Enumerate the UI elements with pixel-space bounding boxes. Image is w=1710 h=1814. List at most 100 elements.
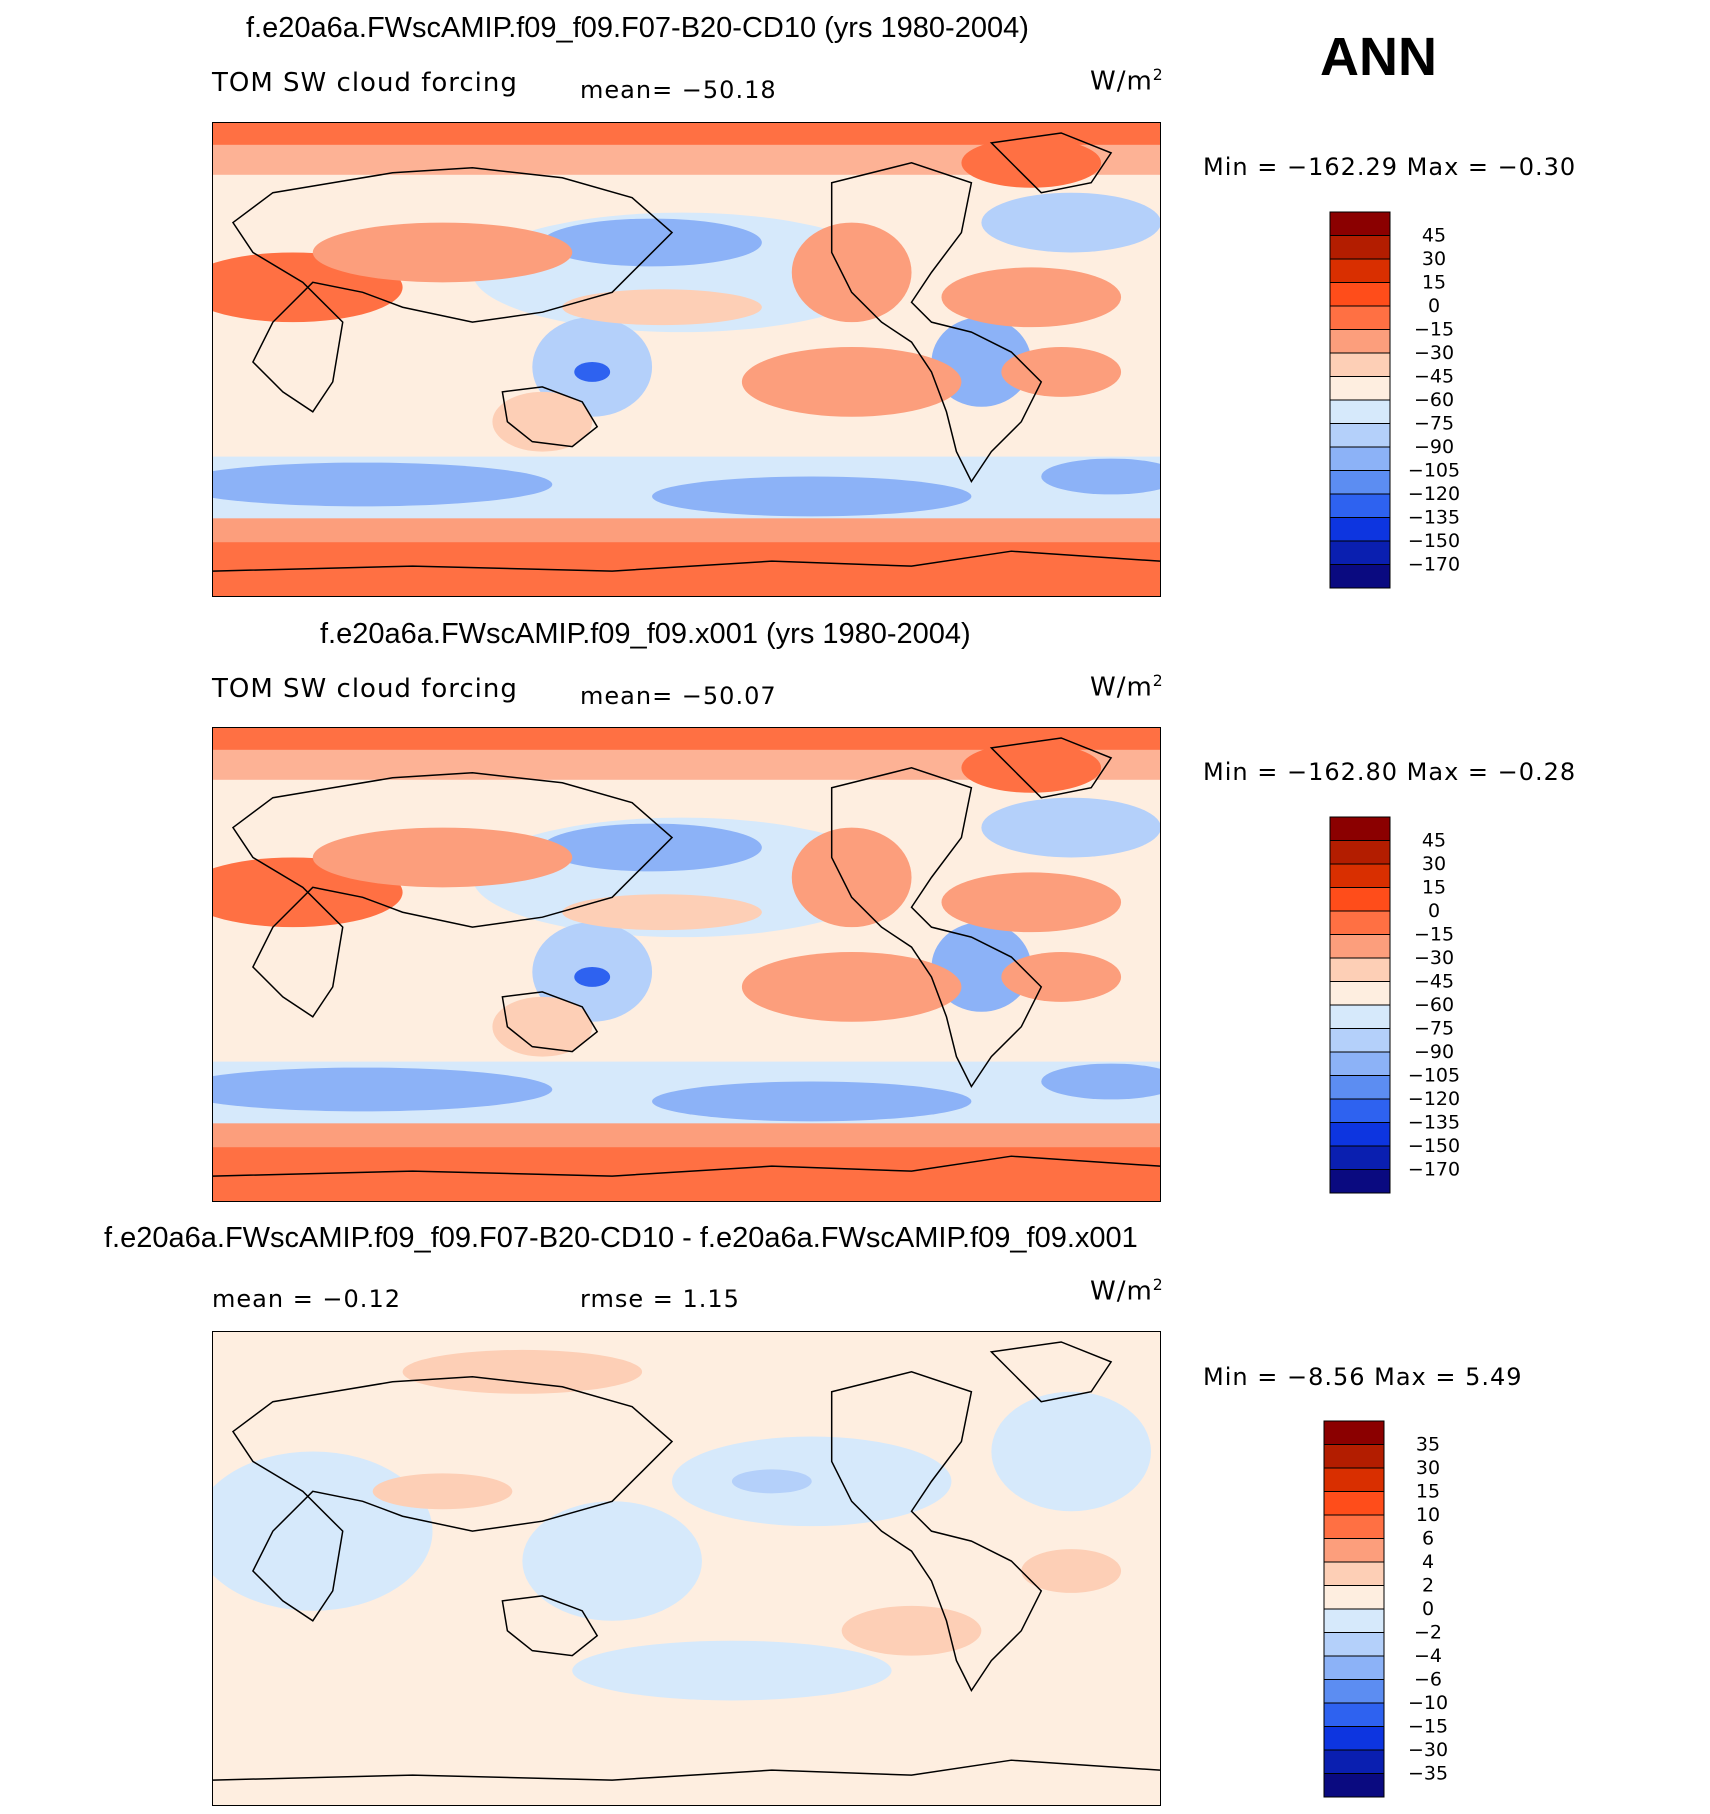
panel3-map bbox=[212, 1331, 1161, 1806]
colorbar-swatch bbox=[1329, 1098, 1391, 1123]
colorbar-tick-label: −75 bbox=[1414, 1018, 1454, 1040]
colorbar-tick-label: −45 bbox=[1414, 366, 1454, 388]
colorbar-tick-label: 35 bbox=[1416, 1434, 1440, 1456]
colorbar-tick-label: −135 bbox=[1408, 507, 1460, 529]
colorbar-tick-label: −105 bbox=[1408, 1065, 1460, 1087]
colorbar-tick-label: −150 bbox=[1408, 1135, 1460, 1157]
eurasia-africa-coast bbox=[231, 1376, 674, 1622]
colorbar-tick-label: 0 bbox=[1428, 900, 1440, 922]
arctic-band bbox=[213, 123, 1160, 145]
antarctic-band bbox=[213, 1146, 1160, 1201]
colorbar-swatch bbox=[1329, 493, 1391, 518]
panel2-map bbox=[212, 727, 1161, 1202]
diff-indonesia-blue bbox=[522, 1501, 702, 1621]
colorbar-swatch bbox=[1329, 1169, 1391, 1194]
panel2-mean: mean= −50.07 bbox=[580, 682, 777, 710]
colorbar-tick-label: −60 bbox=[1414, 389, 1454, 411]
colorbar-swatch bbox=[1323, 1773, 1385, 1798]
americas-coast bbox=[830, 162, 1043, 483]
s-atlantic-stratocumulus bbox=[1001, 952, 1122, 1002]
panel1-variable-label: TOM SW cloud forcing bbox=[212, 68, 518, 98]
colorbar-tick-label: −135 bbox=[1408, 1112, 1460, 1134]
colorbar-swatch bbox=[1323, 1491, 1385, 1516]
antarctic-band bbox=[213, 541, 1160, 596]
colorbar-swatch bbox=[1329, 235, 1391, 260]
subantarctic-band bbox=[213, 516, 1160, 543]
colorbar-tick-label: 6 bbox=[1422, 1528, 1434, 1550]
panel3-units-exp: 2 bbox=[1152, 1276, 1164, 1294]
south-atlantic-low bbox=[1041, 1063, 1160, 1100]
se-pacific-stratocumulus bbox=[741, 952, 962, 1022]
colorbar-swatch bbox=[1323, 1679, 1385, 1704]
colorbar-tick-label: −60 bbox=[1414, 994, 1454, 1016]
colorbar-swatch bbox=[1329, 910, 1391, 935]
colorbar-swatch bbox=[1323, 1585, 1385, 1610]
greenland-coast bbox=[989, 1341, 1113, 1403]
colorbar-tick-label: −2 bbox=[1414, 1622, 1442, 1644]
panel3-units: W/m2 bbox=[1090, 1276, 1164, 1307]
season-label: ANN bbox=[1320, 27, 1437, 87]
colorbar-swatch bbox=[1329, 540, 1391, 565]
colorbar-swatch bbox=[1329, 211, 1391, 236]
colorbar-swatch bbox=[1323, 1749, 1385, 1774]
south-pacific-low bbox=[652, 476, 972, 517]
colorbar-tick-label: 45 bbox=[1422, 225, 1446, 247]
panel2-units: W/m2 bbox=[1090, 672, 1164, 703]
southern-ocean-low bbox=[213, 1067, 553, 1112]
maritime-continent-low bbox=[574, 966, 611, 987]
australia-coast bbox=[501, 991, 599, 1053]
colorbar-swatch bbox=[1329, 840, 1391, 865]
colorbar-swatch bbox=[1329, 399, 1391, 424]
panel1-title: f.e20a6a.FWscAMIP.f09_f09.F07-B20-CD10 (… bbox=[246, 12, 1029, 44]
australia-coast bbox=[501, 386, 599, 448]
n-pacific-subtropics bbox=[562, 894, 762, 931]
north-atlantic-cloud bbox=[981, 797, 1160, 858]
colorbar-swatch bbox=[1329, 282, 1391, 307]
colorbar-swatch bbox=[1329, 1145, 1391, 1170]
colorbar-swatch bbox=[1329, 1028, 1391, 1053]
panel2-units-base: W/m bbox=[1090, 672, 1153, 703]
colorbar-svg: 4530150−15−30−45−60−75−90−105−120−135−15… bbox=[1329, 816, 1460, 1194]
colorbar-swatch bbox=[1329, 934, 1391, 959]
southern-ocean-low bbox=[213, 462, 553, 507]
colorbar-swatch bbox=[1329, 423, 1391, 448]
colorbar-swatch bbox=[1329, 1004, 1391, 1029]
colorbar-swatch bbox=[1323, 1702, 1385, 1727]
colorbar-tick-label: −15 bbox=[1414, 319, 1454, 341]
greenland-clear bbox=[961, 742, 1102, 793]
colorbar-tick-label: −75 bbox=[1414, 413, 1454, 435]
colorbar-swatch bbox=[1329, 376, 1391, 401]
north-atlantic-cloud bbox=[981, 192, 1160, 253]
panel1-colorbar: 45 30 15 0 −15 −30 −45 −60 −75 −90 −105 −120 −135 −15… bbox=[1329, 211, 1510, 592]
panel2-minmax: Min = −162.80 Max = −0.28 bbox=[1203, 758, 1577, 786]
panel1-map-svg bbox=[213, 123, 1160, 596]
colorbar-tick-label: −30 bbox=[1414, 947, 1454, 969]
antarctica-coast bbox=[213, 1759, 1160, 1781]
colorbar-tick-label: 45 bbox=[1422, 830, 1446, 852]
panel1-minmax: Min = −162.29 Max = −0.30 bbox=[1203, 153, 1577, 181]
diff-atlantic-blue bbox=[991, 1391, 1152, 1512]
north-pacific-low bbox=[542, 218, 762, 267]
diff-pacific-low bbox=[731, 1469, 812, 1494]
colorbar-tick-label: 15 bbox=[1416, 1481, 1440, 1503]
greenland-coast bbox=[989, 132, 1113, 194]
colorbar-tick-label: −45 bbox=[1414, 971, 1454, 993]
colorbar-tick-label: 30 bbox=[1422, 853, 1446, 875]
n-pacific-subtropics bbox=[562, 289, 762, 326]
greenland-clear bbox=[961, 137, 1102, 188]
colorbar-tick-label: −30 bbox=[1408, 1739, 1448, 1761]
colorbar-tick-label: −105 bbox=[1408, 460, 1460, 482]
colorbar-swatch bbox=[1329, 981, 1391, 1006]
colorbar-tick-label: 0 bbox=[1428, 295, 1440, 317]
greenland-coast bbox=[989, 737, 1113, 799]
colorbar-tick-label: 15 bbox=[1422, 877, 1446, 899]
colorbar-swatch bbox=[1329, 517, 1391, 542]
asia-clear bbox=[312, 222, 573, 283]
panel1-units-exp: 2 bbox=[1152, 66, 1164, 84]
australia-clear bbox=[492, 996, 593, 1057]
north-america-clear bbox=[791, 827, 912, 928]
americas-coast bbox=[830, 767, 1043, 1088]
colorbar-tick-label: 30 bbox=[1422, 248, 1446, 270]
colorbar-tick-label: −120 bbox=[1408, 1088, 1460, 1110]
